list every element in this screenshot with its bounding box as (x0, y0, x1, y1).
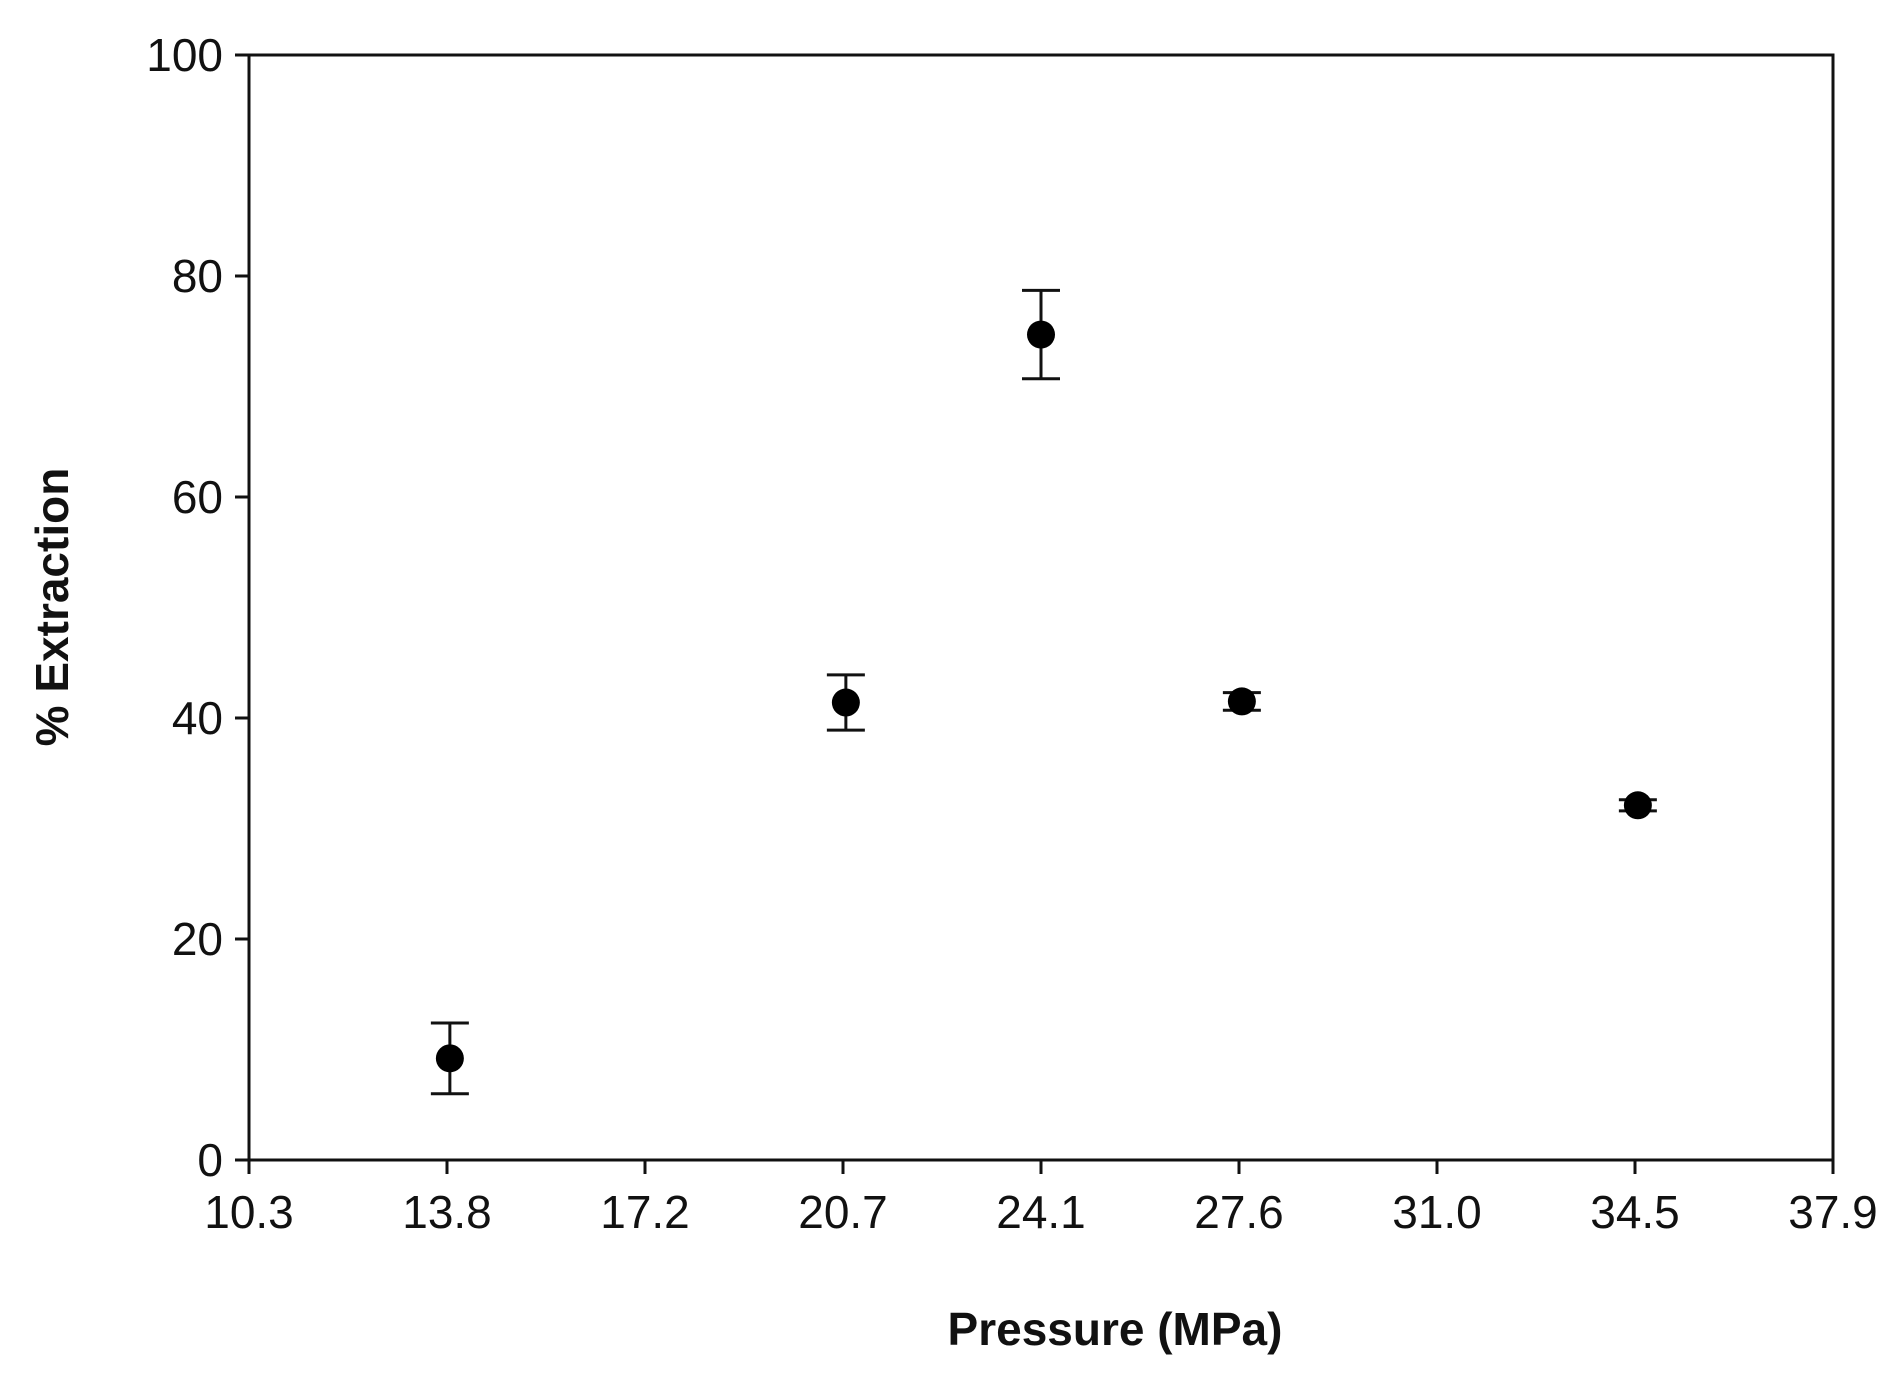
data-point (1623, 791, 1652, 820)
y-tick-label: 80 (172, 250, 223, 302)
y-tick-label: 40 (172, 692, 223, 744)
y-tick-label: 60 (172, 471, 223, 523)
x-tick-label: 10.3 (204, 1186, 294, 1238)
x-axis-title: Pressure (MPa) (948, 1303, 1283, 1355)
x-tick-label: 37.9 (1788, 1186, 1878, 1238)
data-points (435, 320, 1652, 1073)
error-bars (430, 288, 1657, 1096)
y-axis-title: % Extraction (26, 468, 78, 747)
y-tick-label: 100 (146, 29, 223, 81)
data-point (1227, 687, 1256, 716)
data-point (1027, 320, 1055, 349)
x-tick-label: 20.7 (798, 1186, 888, 1238)
x-tick-label: 13.8 (402, 1186, 492, 1238)
y-tick-label: 20 (172, 913, 223, 965)
x-tick-label: 31.0 (1392, 1186, 1482, 1238)
x-tick-label: 27.6 (1194, 1186, 1284, 1238)
x-tick-label: 17.2 (600, 1186, 690, 1238)
x-tick-label: 24.1 (996, 1186, 1086, 1238)
plot-frame (247, 53, 1835, 1162)
x-tick-label: 34.5 (1590, 1186, 1680, 1238)
data-point (831, 688, 860, 717)
y-tick-label: 0 (197, 1134, 223, 1186)
data-point (435, 1044, 464, 1073)
axis-ticks: 10.3 13.8 17.2 20.7 24.1 27.6 31.0 34.5 37.9 0 20 4… (146, 29, 1878, 1238)
